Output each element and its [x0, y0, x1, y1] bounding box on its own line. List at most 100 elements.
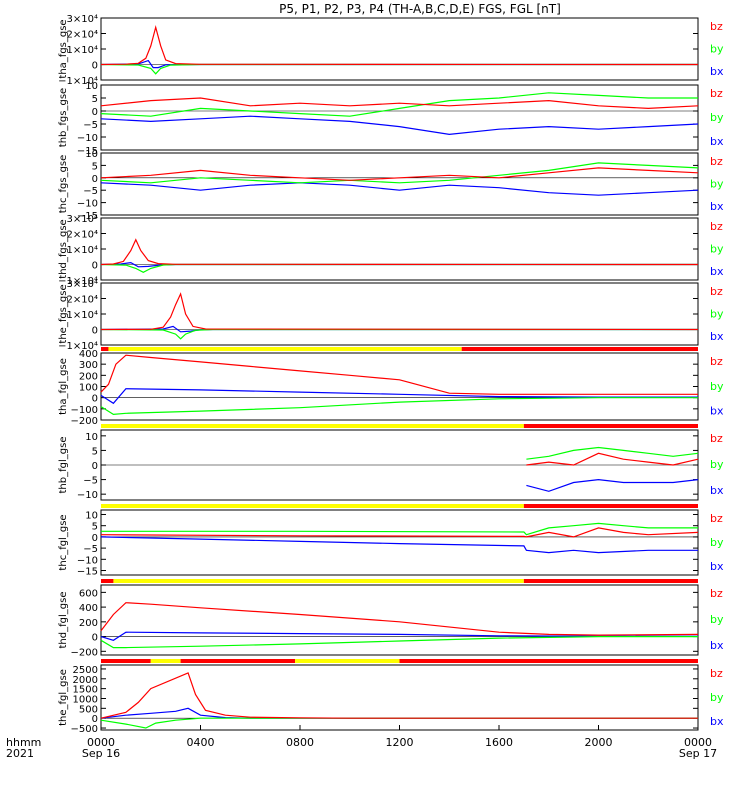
- legend-bx: bx: [710, 200, 724, 213]
- y-tick-label: −15: [77, 146, 98, 157]
- legend-bx: bx: [710, 135, 724, 148]
- legend-by: by: [710, 380, 724, 393]
- time-axis: hhmm 2021 Sep 16 Sep 17 0000 0400 0800 1200…: [6, 725, 717, 760]
- y-tick-label: 2×10⁴: [67, 295, 98, 306]
- panel-frame: [100, 584, 699, 656]
- series-line-by: [526, 446, 699, 460]
- y-tick-label: 3×10⁴: [67, 214, 98, 225]
- y-tick-label: 5: [92, 161, 98, 172]
- legend-bz: bz: [710, 285, 723, 298]
- x-tick-label: 2000: [585, 736, 613, 749]
- status-bar-segment-0: [101, 659, 151, 663]
- y-tick-label: 0: [92, 174, 98, 185]
- y-tick-label: −5: [83, 544, 98, 555]
- legend-by: by: [710, 536, 724, 549]
- y-tick-label: −15: [77, 567, 98, 578]
- x-tick-label: 0000: [87, 736, 115, 749]
- y-tick-label: 10: [85, 432, 98, 443]
- series-line-bx: [100, 182, 699, 196]
- panel-frame: [100, 664, 699, 731]
- y-tick-label: 0: [92, 533, 98, 544]
- y-tick-label: 600: [79, 588, 98, 599]
- y-tick-label: 5: [92, 94, 98, 105]
- series-line-by: [100, 92, 698, 117]
- series-line-bx: [100, 536, 698, 554]
- y-tick-label: 500: [79, 704, 98, 715]
- series-line-by: [101, 522, 698, 536]
- x-tick-label: 0800: [286, 736, 314, 749]
- legend-bx: bx: [710, 265, 724, 278]
- legend-bx: bx: [710, 65, 724, 78]
- panel-frame: [100, 509, 699, 576]
- y-tick-label: −1×10⁴: [58, 276, 98, 287]
- series-line-bz: [100, 97, 699, 110]
- y-tick-label: 2×10⁴: [67, 230, 98, 241]
- y-tick-label: 10: [85, 149, 98, 160]
- y-tick-label: 0: [92, 714, 98, 725]
- y-tick-label: 10: [85, 510, 98, 521]
- y-tick-label: 3×10⁴: [67, 14, 98, 25]
- series-line-by: [100, 162, 699, 184]
- x-tick-label: 0000: [684, 736, 712, 749]
- y-tick-label: −1×10⁴: [58, 341, 98, 352]
- y-tick-label: −10: [77, 490, 98, 501]
- status-bar-segment-1: [523, 424, 698, 428]
- series-line-bz: [100, 24, 699, 66]
- series-line-bz: [100, 238, 699, 266]
- status-bar-segment-1: [113, 579, 524, 583]
- legend-by: by: [710, 111, 724, 124]
- y-tick-label: −5: [83, 120, 98, 131]
- start-date-label: Sep 16: [82, 747, 120, 760]
- y-tick-label: 200: [79, 371, 98, 382]
- legend-by: by: [710, 458, 724, 471]
- end-date-label: Sep 17: [679, 747, 717, 760]
- legend-by: by: [710, 613, 724, 626]
- legend-bz: bz: [710, 432, 723, 445]
- series-line-bx: [526, 478, 699, 492]
- series-line-by: [100, 717, 698, 729]
- legend-bz: bz: [710, 355, 723, 368]
- y-tick-label: −5: [83, 476, 98, 487]
- status-bar-segment-1: [108, 347, 462, 351]
- y-tick-label: −200: [71, 647, 98, 658]
- legend-by: by: [710, 691, 724, 704]
- y-tick-label: 2500: [73, 665, 98, 676]
- series-line-bx: [100, 631, 698, 641]
- series-line-bx: [100, 707, 698, 719]
- status-bar-segment-0: [101, 579, 114, 583]
- legend-by: by: [710, 308, 724, 321]
- y-axis-label: thd_fgl_gse: [58, 592, 69, 649]
- y-tick-label: 400: [79, 349, 98, 360]
- status-bar-segment-4: [399, 659, 698, 663]
- series-line-by: [100, 263, 698, 273]
- legend-by: by: [710, 43, 724, 56]
- legend-bx: bx: [710, 639, 724, 652]
- legend-bz: bz: [710, 587, 723, 600]
- y-tick-label: 0: [92, 107, 98, 118]
- status-bar-segment-2: [461, 347, 698, 351]
- panel-thb_fgs_gse: 10 5 0 −5 −10 −15 thb_fgs_gse bz by bx: [58, 81, 724, 157]
- y-tick-label: 0: [92, 633, 98, 644]
- series-line-bz: [100, 292, 699, 331]
- status-bar-segment-1: [150, 659, 181, 663]
- y-tick-label: 300: [79, 360, 98, 371]
- y-tick-label: −10: [77, 133, 98, 144]
- y-tick-label: 0: [92, 394, 98, 405]
- y-tick-label: 10: [85, 81, 98, 92]
- y-tick-label: 2000: [73, 675, 98, 686]
- y-axis-label: thd_fgs_gse: [58, 219, 69, 278]
- series-line-bz: [100, 167, 699, 181]
- y-tick-label: 1500: [73, 685, 98, 696]
- status-bar-segment-3: [295, 659, 400, 663]
- y-tick-label: 400: [79, 603, 98, 614]
- plot-title: P5, P1, P2, P3, P4 (TH-A,B,C,D,E) FGS, F…: [279, 2, 561, 16]
- y-tick-label: 3×10⁴: [67, 279, 98, 290]
- y-tick-label: 5: [92, 522, 98, 533]
- y-tick-label: −100: [71, 405, 98, 416]
- status-bar-segment-0: [101, 504, 524, 508]
